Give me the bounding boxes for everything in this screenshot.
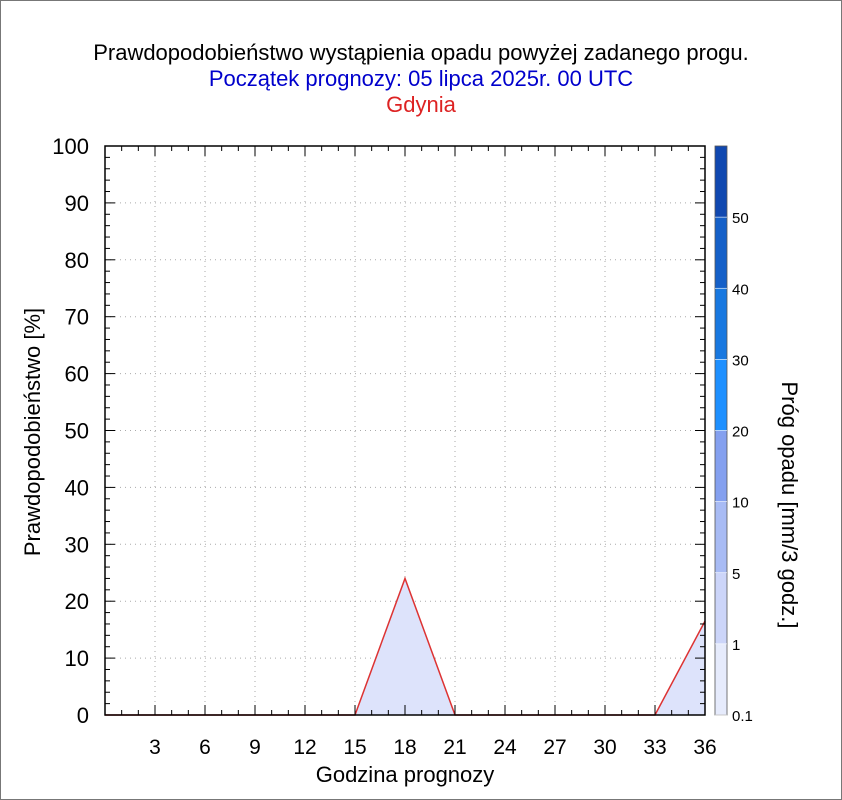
colorbar-tick-label: 50	[732, 210, 749, 227]
colorbar-tick-label: 10	[732, 495, 749, 512]
y-tick-label: 30	[65, 532, 89, 557]
colorbar-segment	[715, 643, 727, 715]
x-tick-label: 9	[249, 736, 261, 759]
y-tick-label: 20	[65, 589, 89, 614]
chart-location: Gdynia	[386, 92, 456, 117]
colorbar-label: Próg opadu [mm/3 godz.]	[777, 381, 802, 628]
x-tick-label: 33	[643, 736, 666, 759]
series-area-fill	[105, 578, 705, 715]
colorbar-segment	[715, 359, 727, 431]
data-point	[404, 577, 406, 579]
x-tick-label: 27	[543, 736, 566, 759]
colorbar-segment	[715, 572, 727, 644]
tick-labels: 3 6 9 12 15 18 21 24 27 30 33 360102030405060708090…	[52, 134, 716, 759]
y-tick-label: 60	[65, 362, 89, 387]
x-tick-label: 30	[593, 736, 616, 759]
colorbar-segment	[715, 146, 727, 218]
y-axis-label: Prawdopodobieństwo [%]	[20, 308, 45, 556]
x-tick-label: 6	[199, 736, 211, 759]
y-tick-label: 100	[52, 134, 89, 159]
y-tick-label: 80	[65, 248, 89, 273]
colorbar-tick-label: 0.1	[732, 708, 753, 725]
x-tick-label: 36	[693, 736, 716, 759]
plot-axes	[104, 145, 706, 716]
y-tick-label: 40	[65, 475, 89, 500]
y-tick-label: 0	[77, 703, 89, 728]
colorbar-segment	[715, 217, 727, 289]
y-tick-label: 10	[65, 646, 89, 671]
colorbar-tick-label: 30	[732, 352, 749, 369]
y-tick-label: 70	[65, 305, 89, 330]
x-tick-label: 15	[343, 736, 366, 759]
chart-subtitle: Początek prognozy: 05 lipca 2025r. 00 UT…	[208, 66, 634, 91]
colorbar-segment	[715, 430, 727, 502]
series-area	[104, 576, 706, 716]
x-tick-label: 21	[443, 736, 466, 759]
x-axis-label: Godzina prognozy	[316, 762, 495, 787]
y-tick-label: 90	[65, 191, 89, 216]
chart-title: Prawdopodobieństwo wystąpienia opadu pow…	[93, 40, 749, 65]
colorbar-tick-label: 1	[732, 637, 740, 654]
y-tick-label: 50	[65, 419, 89, 444]
colorbar-segment	[715, 501, 727, 573]
colorbar: 0.1 1 5 10 20 30 40 50	[714, 145, 753, 725]
x-tick-label: 12	[293, 736, 316, 759]
colorbar-tick-label: 20	[732, 424, 749, 441]
x-tick-label: 24	[493, 736, 517, 759]
x-tick-label: 18	[393, 736, 416, 759]
x-tick-label: 3	[149, 736, 161, 759]
colorbar-tick-label: 5	[732, 566, 740, 583]
colorbar-segment	[715, 288, 727, 360]
colorbar-tick-label: 40	[732, 281, 749, 298]
